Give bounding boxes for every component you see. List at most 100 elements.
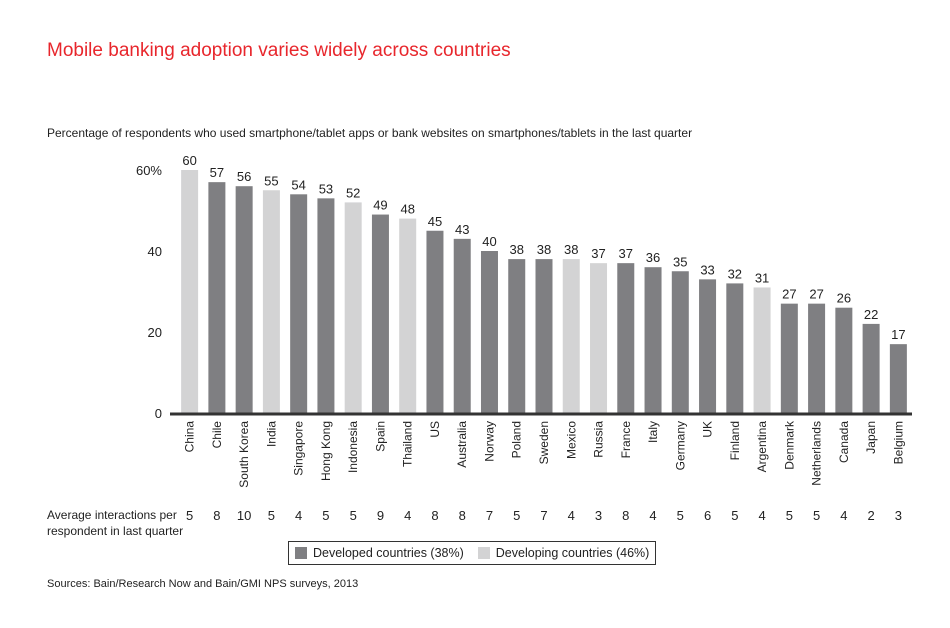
x-tick-label: UK bbox=[701, 421, 715, 438]
bar bbox=[181, 170, 199, 413]
bar bbox=[290, 194, 308, 413]
data-label: 38 bbox=[564, 242, 578, 257]
x-tick-label: India bbox=[264, 421, 278, 447]
data-label: 48 bbox=[400, 202, 414, 217]
interactions-value: 9 bbox=[377, 508, 384, 523]
data-label: 49 bbox=[373, 198, 387, 213]
data-label: 54 bbox=[291, 177, 305, 192]
bar bbox=[235, 186, 253, 413]
chart-subtitle: Percentage of respondents who used smart… bbox=[47, 126, 693, 140]
interactions-value: 3 bbox=[595, 508, 602, 523]
bar bbox=[726, 283, 744, 413]
x-tick-label: Netherlands bbox=[810, 421, 824, 486]
interactions-value: 5 bbox=[731, 508, 738, 523]
data-label: 17 bbox=[891, 327, 905, 342]
bar bbox=[590, 263, 608, 413]
data-label: 60 bbox=[182, 153, 196, 168]
x-tick-label: Belgium bbox=[891, 421, 905, 464]
bar bbox=[371, 214, 389, 413]
legend-swatch-developing bbox=[477, 547, 490, 559]
data-label: 27 bbox=[809, 287, 823, 302]
y-tick-label: 0 bbox=[155, 406, 162, 421]
bar bbox=[780, 303, 798, 413]
bar bbox=[617, 263, 635, 413]
data-label: 32 bbox=[728, 266, 742, 281]
data-label: 38 bbox=[510, 242, 524, 257]
bar bbox=[480, 251, 498, 413]
x-tick-label: South Korea bbox=[237, 421, 251, 488]
interactions-value: 3 bbox=[895, 508, 902, 523]
data-label: 27 bbox=[782, 287, 796, 302]
interactions-value: 10 bbox=[237, 508, 251, 523]
data-label: 37 bbox=[619, 246, 633, 261]
interactions-value: 4 bbox=[649, 508, 656, 523]
legend-swatch-developed bbox=[295, 547, 307, 559]
interactions-value: 7 bbox=[486, 508, 493, 523]
interactions-value: 4 bbox=[758, 508, 765, 523]
legend-item-developing: Developing countries (46%) bbox=[477, 546, 650, 560]
bar bbox=[262, 190, 280, 413]
x-tick-label: Russia bbox=[592, 421, 606, 458]
data-label: 26 bbox=[837, 291, 851, 306]
x-tick-label: Spain bbox=[373, 421, 387, 452]
bar bbox=[862, 323, 880, 413]
x-tick-label: Singapore bbox=[292, 421, 306, 476]
data-label: 35 bbox=[673, 254, 687, 269]
data-label: 55 bbox=[264, 173, 278, 188]
bar bbox=[426, 230, 444, 413]
data-label: 53 bbox=[319, 181, 333, 196]
x-tick-label: Sweden bbox=[537, 421, 551, 464]
bar bbox=[889, 344, 907, 413]
bar bbox=[453, 238, 471, 413]
data-label: 52 bbox=[346, 185, 360, 200]
bar bbox=[208, 182, 226, 413]
data-label: 36 bbox=[646, 250, 660, 265]
data-label: 56 bbox=[237, 169, 251, 184]
y-tick-label: 60% bbox=[136, 163, 162, 178]
bar bbox=[562, 259, 580, 413]
x-tick-label: France bbox=[619, 421, 633, 459]
interactions-value: 5 bbox=[513, 508, 520, 523]
source-note: Sources: Bain/Research Now and Bain/GMI … bbox=[47, 578, 359, 590]
x-tick-label: China bbox=[183, 421, 197, 453]
interactions-value: 5 bbox=[186, 508, 193, 523]
legend-item-developed: Developed countries (38%) bbox=[295, 546, 464, 560]
data-label: 33 bbox=[700, 262, 714, 277]
interactions-value: 5 bbox=[786, 508, 793, 523]
legend-label-developing: Developing countries (46%) bbox=[495, 546, 650, 560]
bar bbox=[671, 271, 689, 413]
bar bbox=[535, 259, 553, 413]
interactions-value: 5 bbox=[677, 508, 684, 523]
data-label: 37 bbox=[591, 246, 605, 261]
x-tick-label: Mexico bbox=[564, 421, 578, 459]
interactions-value: 5 bbox=[350, 508, 357, 523]
x-tick-label: Norway bbox=[482, 421, 496, 462]
bar bbox=[808, 303, 826, 413]
data-label: 40 bbox=[482, 234, 496, 249]
data-label: 31 bbox=[755, 270, 769, 285]
interactions-value: 7 bbox=[540, 508, 547, 523]
interactions-value: 4 bbox=[404, 508, 411, 523]
interactions-row-label: Average interactions per respondent in l… bbox=[47, 508, 184, 538]
chart-title: Mobile banking adoption varies widely ac… bbox=[47, 40, 511, 61]
x-tick-label: US bbox=[428, 421, 442, 438]
x-tick-label: Australia bbox=[455, 421, 469, 468]
bar bbox=[399, 218, 417, 413]
bar bbox=[753, 287, 771, 413]
y-tick-label: 20 bbox=[148, 325, 162, 340]
interactions-value: 8 bbox=[622, 508, 629, 523]
bar bbox=[508, 259, 526, 413]
interactions-value: 2 bbox=[867, 508, 874, 523]
bar bbox=[317, 198, 335, 413]
legend-label-developed: Developed countries (38%) bbox=[313, 546, 464, 560]
x-tick-label: Chile bbox=[210, 421, 224, 449]
bar bbox=[644, 267, 662, 413]
bar bbox=[835, 307, 853, 413]
x-tick-label: Canada bbox=[837, 421, 851, 463]
x-tick-label: Poland bbox=[510, 421, 524, 458]
y-tick-label: 40 bbox=[148, 244, 162, 259]
bar bbox=[699, 279, 717, 413]
x-tick-label: Thailand bbox=[401, 421, 415, 467]
interactions-value: 6 bbox=[704, 508, 711, 523]
